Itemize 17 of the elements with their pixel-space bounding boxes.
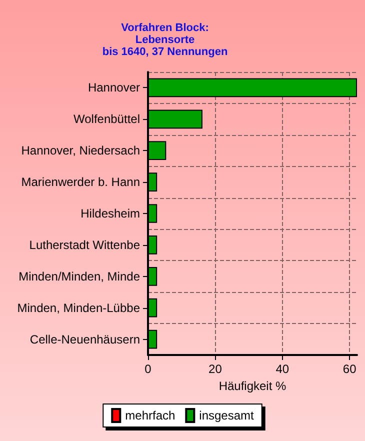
y-tick-label: Minden/Minden, Minde xyxy=(18,269,140,284)
legend-label: insgesamt xyxy=(199,408,255,422)
y-tick-label: Minden, Minden-Lübbe xyxy=(17,300,140,315)
x-tick-label: 40 xyxy=(276,362,290,376)
y-tick-label: Marienwerder b. Hann xyxy=(21,175,140,190)
y-tick-label: Lutherstadt Wittenbe xyxy=(29,238,140,252)
legend-label: mehrfach xyxy=(125,408,176,422)
x-axis-title: Häufigkeit % xyxy=(218,378,287,393)
y-tick-label: Hannover xyxy=(88,80,140,95)
y-tick-label: Hannover, Niedersach xyxy=(21,144,140,158)
x-tick-label: 60 xyxy=(342,362,357,376)
y-tick-label: Hildesheim xyxy=(80,206,140,220)
x-tick-label: 0 xyxy=(144,362,152,376)
chart-title: Vorfahren Block: Lebensorte bis 1640, 37 Nennungen xyxy=(102,22,228,58)
y-tick-label: Celle-Neuenhäusern xyxy=(30,332,140,346)
x-tick-label: 20 xyxy=(208,362,222,376)
y-tick-label: Wolfenbüttel xyxy=(74,112,140,126)
